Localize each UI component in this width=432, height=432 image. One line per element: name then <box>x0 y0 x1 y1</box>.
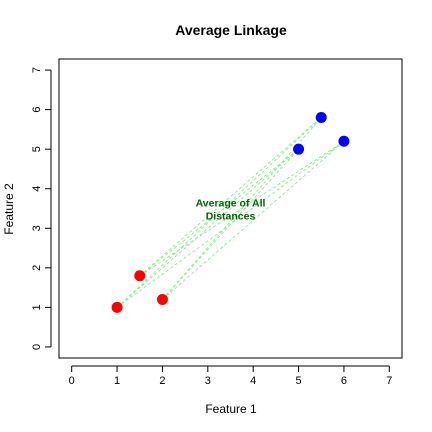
y-tick-label: 7 <box>31 67 43 73</box>
plot-frame <box>58 58 403 359</box>
red-point-0 <box>111 301 123 313</box>
y-tick-label: 5 <box>31 146 43 152</box>
x-tick-label: 6 <box>341 375 347 387</box>
x-axis: 0 1 2 3 4 5 6 7 <box>69 365 392 387</box>
y-tick-label: 6 <box>31 107 43 113</box>
x-tick-label: 2 <box>159 375 165 387</box>
x-tick-label: 4 <box>250 375 256 387</box>
blue-point-1 <box>315 112 327 124</box>
link-line-2-0 <box>162 148 299 300</box>
red-point-2 <box>156 293 168 305</box>
link-line-1-2 <box>139 140 345 277</box>
distance-links <box>116 117 345 308</box>
y-tick-label: 1 <box>31 304 43 310</box>
y-tick-label: 4 <box>31 186 43 192</box>
annotation-line-0: Average of All <box>196 198 266 210</box>
y-tick-label: 2 <box>31 265 43 271</box>
blue-point-2 <box>338 135 350 147</box>
x-tick-label: 3 <box>205 375 211 387</box>
red-point-1 <box>134 270 146 282</box>
link-line-1-0 <box>139 148 299 277</box>
link-line-1-1 <box>139 117 322 277</box>
link-line-2-1 <box>162 117 322 300</box>
x-tick-label: 1 <box>114 375 120 387</box>
y-tick-label: 0 <box>31 344 43 350</box>
y-axis: 0 1 2 3 4 5 6 7 <box>31 67 52 350</box>
link-line-2-2 <box>162 140 345 300</box>
blue-point-0 <box>293 143 305 155</box>
link-line-0-0 <box>116 148 299 308</box>
y-tick-label: 3 <box>31 225 43 231</box>
x-tick-label: 0 <box>69 375 75 387</box>
y-axis-label: Feature 2 <box>2 183 16 235</box>
x-tick-label: 7 <box>386 375 392 387</box>
x-tick-label: 5 <box>295 375 301 387</box>
data-points <box>111 112 350 313</box>
annotation-line-1: Distances <box>206 211 256 223</box>
chart-title: Average Linkage <box>175 22 287 38</box>
x-axis-label: Feature 1 <box>205 402 257 416</box>
link-line-0-2 <box>116 140 345 308</box>
